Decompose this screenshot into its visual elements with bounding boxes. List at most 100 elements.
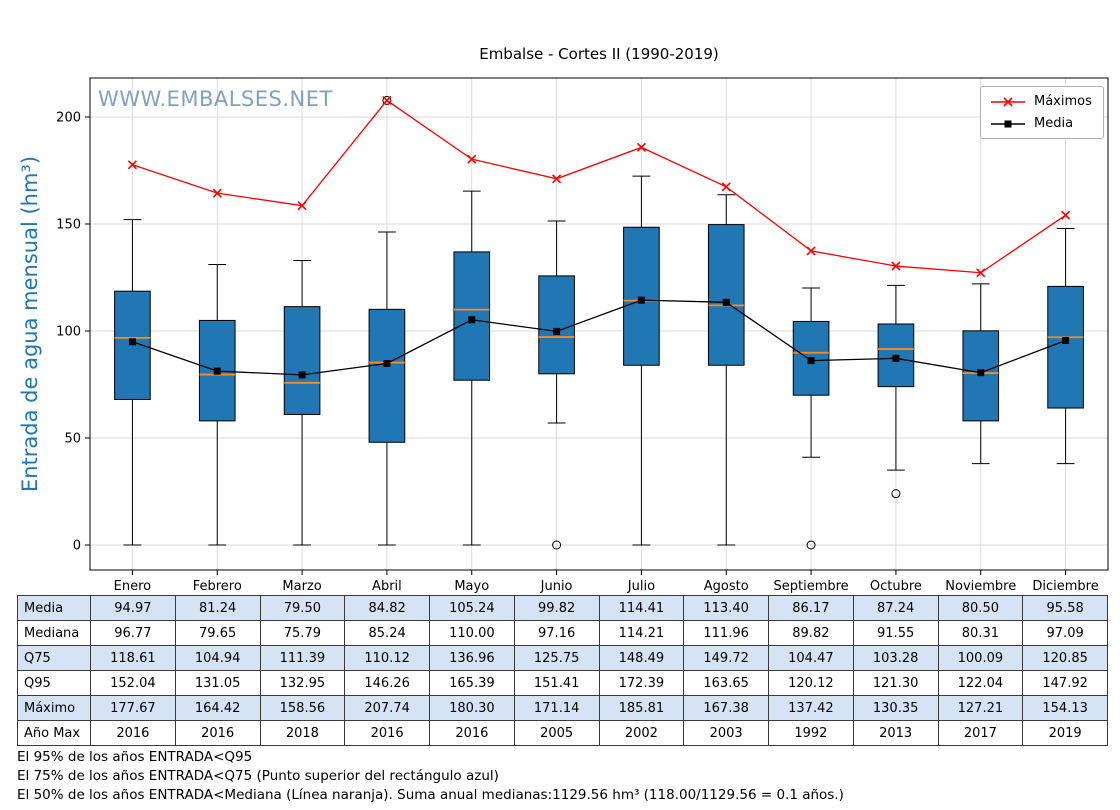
table-row: Media 94.97 81.24 79.50 84.82 105.24 99.82 114.… <box>17 595 1108 621</box>
x-tick-label: Enero <box>114 579 152 594</box>
table-row: Q75 118.61 104.94 111.39 110.12 136.96 125.75 1… <box>17 645 1108 671</box>
maximos-marker <box>721 182 731 192</box>
legend: Máximos Media <box>980 86 1104 139</box>
table-cell: 84.82 <box>344 595 430 621</box>
table-cell: 151.41 <box>513 670 600 696</box>
y-axis-label: Entrada de agua mensual (hm³) <box>18 155 42 493</box>
legend-label-maximos: Máximos <box>1034 94 1092 109</box>
media-marker <box>807 357 815 365</box>
table-cell: 127.21 <box>937 695 1024 721</box>
table-cell: 87.24 <box>852 595 939 621</box>
iqr-box <box>792 320 830 396</box>
table-row: Año Max 2016 2016 2018 2016 2016 2005 2002 2003 1… <box>17 720 1108 746</box>
table-cell: 105.24 <box>429 595 515 621</box>
table-cell: 91.55 <box>852 620 939 646</box>
outlier-marker <box>552 540 562 550</box>
media-line-icon <box>991 120 1025 127</box>
table-cell: 2019 <box>1022 720 1108 746</box>
media-marker <box>722 298 730 306</box>
table-cell: 177.67 <box>90 695 176 721</box>
media-marker <box>468 316 476 324</box>
outlier-marker <box>891 489 901 499</box>
table-row: Máximo 177.67 164.42 158.56 207.74 180.30 171.… <box>17 695 1108 721</box>
table-cell: 122.04 <box>937 670 1024 696</box>
table-cell: 100.09 <box>937 645 1024 671</box>
box-enero <box>114 219 151 546</box>
table-cell: 99.82 <box>513 595 600 621</box>
x-tick-label: Abril <box>372 579 402 594</box>
x-tick-label: Marzo <box>282 579 321 594</box>
table-cell: 137.42 <box>768 695 854 721</box>
iqr-box <box>623 226 660 366</box>
table-cell: 104.47 <box>768 645 854 671</box>
table-cell: 207.74 <box>344 695 430 721</box>
table-cell: 2016 <box>174 720 261 746</box>
x-tick-label: Mayo <box>454 579 489 594</box>
media-marker <box>1062 336 1070 344</box>
table-cell: 2005 <box>513 720 600 746</box>
maximos-marker <box>297 201 307 211</box>
y-tick-label: 50 <box>64 432 81 447</box>
table-cell: 180.30 <box>429 695 515 721</box>
maximos-marker <box>1061 210 1071 220</box>
table-cell: 81.24 <box>174 595 261 621</box>
table-cell: 163.65 <box>683 670 769 696</box>
iqr-box <box>198 319 236 422</box>
box-febrero <box>198 264 236 546</box>
x-tick-label: Octubre <box>870 579 922 594</box>
table-cell: 97.16 <box>513 620 600 646</box>
box-junio <box>538 220 575 550</box>
x-tick-label: Diciembre <box>1032 579 1098 594</box>
x-tick-label: Noviembre <box>945 579 1016 594</box>
table-cell: 114.21 <box>598 620 685 646</box>
y-tick-label: 200 <box>56 111 81 126</box>
table-cell: 1992 <box>768 720 854 746</box>
legend-label-media: Media <box>1034 116 1074 131</box>
maximos-line-icon <box>991 96 1025 107</box>
box-septiembre <box>792 287 830 550</box>
box-diciembre <box>1047 227 1084 465</box>
legend-item-media: Media <box>990 116 1094 131</box>
table-row: Q95 152.04 131.05 132.95 146.26 165.39 151.41 1… <box>17 670 1108 696</box>
box-agosto <box>707 194 745 546</box>
table-cell: 2003 <box>683 720 769 746</box>
table-row-label: Mediana <box>17 620 91 646</box>
table-cell: 2016 <box>344 720 430 746</box>
table-cell: 94.97 <box>90 595 176 621</box>
table-cell: 2016 <box>429 720 515 746</box>
iqr-box <box>453 251 491 381</box>
table-row-label: Media <box>17 595 91 621</box>
table-cell: 75.79 <box>259 620 346 646</box>
table-row-label: Q75 <box>17 645 91 671</box>
iqr-box <box>368 308 406 443</box>
media-marker <box>128 338 136 346</box>
table-cell: 86.17 <box>768 595 854 621</box>
table-cell: 80.50 <box>937 595 1024 621</box>
table-row-label: Año Max <box>17 720 91 746</box>
maximos-marker <box>976 268 986 278</box>
table-row-label: Máximo <box>17 695 91 721</box>
table-cell: 172.39 <box>598 670 685 696</box>
table-cell: 110.12 <box>344 645 430 671</box>
x-tick-label: Junio <box>540 579 573 594</box>
maximos-marker <box>891 261 901 271</box>
table-cell: 2018 <box>259 720 346 746</box>
y-tick-label: 150 <box>56 218 81 233</box>
table-row-label: Q95 <box>17 670 91 696</box>
x-tick-label: Septiembre <box>773 579 848 594</box>
table-cell: 114.41 <box>598 595 685 621</box>
media-line <box>132 299 1066 376</box>
table-cell: 95.58 <box>1022 595 1108 621</box>
media-marker <box>213 367 221 375</box>
table-cell: 171.14 <box>513 695 600 721</box>
maximos-marker <box>636 142 646 152</box>
table-cell: 79.65 <box>174 620 261 646</box>
footnotes: El 95% de los años ENTRADA<Q95 El 75% de… <box>17 748 844 805</box>
y-tick-label: 100 <box>56 325 81 340</box>
table-cell: 104.94 <box>174 645 261 671</box>
plot-frame <box>89 77 1109 571</box>
table-cell: 148.49 <box>598 645 685 671</box>
table-cell: 152.04 <box>90 670 176 696</box>
maximos-marker <box>212 188 222 198</box>
iqr-box <box>283 306 321 415</box>
